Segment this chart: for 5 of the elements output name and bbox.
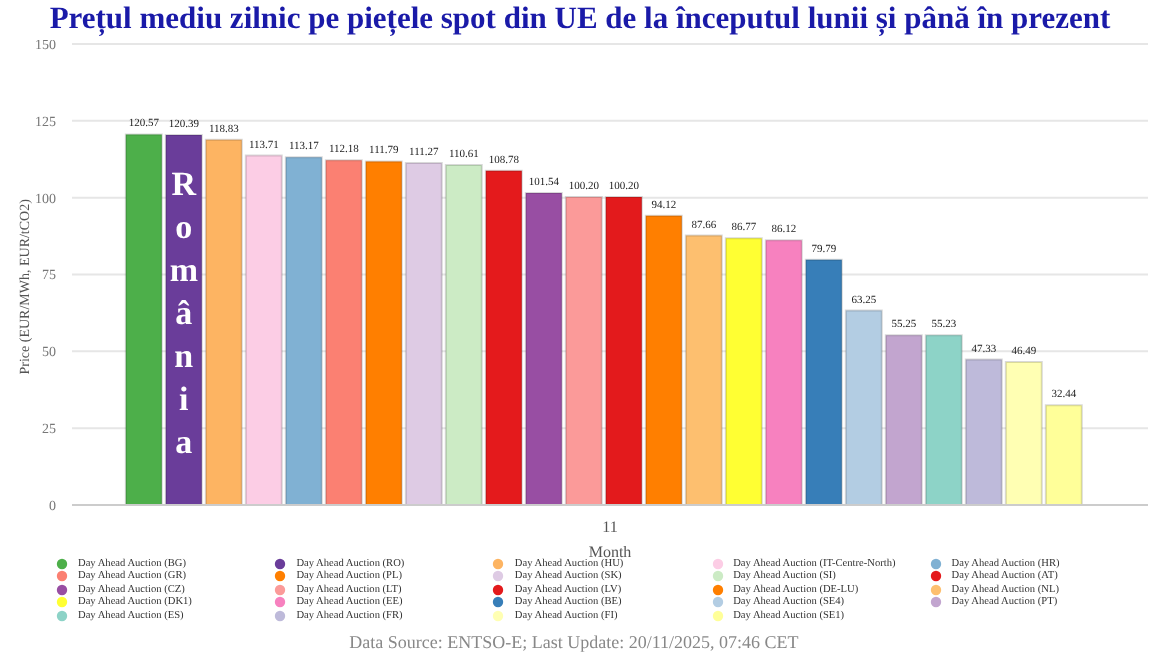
x-tick-label: 11 bbox=[602, 518, 618, 537]
annotation: România bbox=[169, 165, 198, 461]
chart-title: Prețul mediu zilnic pe piețele spot din UE de la începutul lunii și până în prezent bbox=[47, 0, 1113, 40]
x-axis-title: Month bbox=[588, 543, 632, 561]
source-note: Data Source: ENTSO-E; Last Update: 20/11/2025, 07:46 CET bbox=[347, 632, 801, 652]
